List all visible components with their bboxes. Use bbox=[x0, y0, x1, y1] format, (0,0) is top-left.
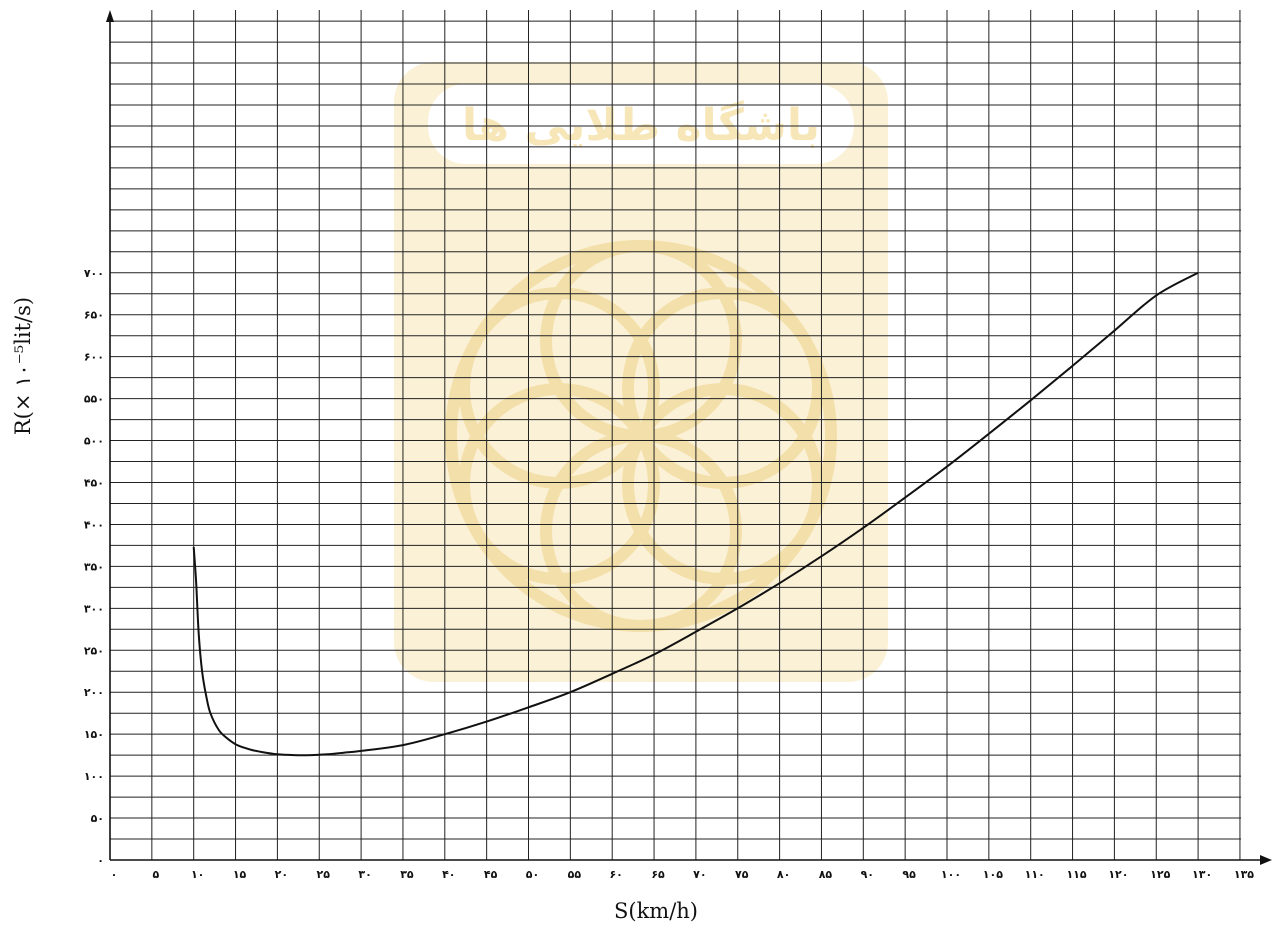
x-tick-label: ۱۵ bbox=[233, 868, 247, 881]
x-tick-label: ۷۵ bbox=[735, 868, 749, 881]
x-tick-label: ۶۵ bbox=[651, 868, 665, 881]
y-tick-labels: ۰ ۵۰ ۱۰۰ ۱۵۰ ۲۰۰ ۲۵۰ ۳۰۰ ۳۵۰ ۴۰۰ ۴۵۰ ۵۰۰ ۵۵۰ ۶۰۰ ۶۵۰ ۷… bbox=[84, 267, 104, 867]
x-tick-label: ۹۰ bbox=[861, 868, 874, 881]
y-tick-label: ۰ bbox=[97, 854, 104, 867]
x-tick-label: ۱۱۰ bbox=[1025, 868, 1045, 881]
x-tick-label: ۶۰ bbox=[609, 868, 622, 881]
x-tick-label: ۱۰۰ bbox=[941, 868, 961, 881]
x-tick-label: ۱۳۵ bbox=[1234, 868, 1254, 881]
x-tick-label: ۲۵ bbox=[317, 868, 331, 881]
x-tick-label: ۲۰ bbox=[275, 868, 288, 881]
x-tick-label: ۵ bbox=[152, 868, 159, 881]
x-tick-label: ۹۵ bbox=[902, 868, 916, 881]
x-tick-label: ۴۰ bbox=[442, 868, 455, 881]
x-axis-title: S(km/h) bbox=[614, 899, 698, 923]
x-tick-label: ۵۰ bbox=[526, 868, 539, 881]
axes bbox=[106, 10, 1272, 865]
x-tick-label: ۱۲۰ bbox=[1108, 868, 1128, 881]
y-tick-label: ۲۰۰ bbox=[84, 686, 104, 699]
x-tick-label: ۱۰ bbox=[191, 868, 204, 881]
x-axis-arrow-icon bbox=[1260, 855, 1272, 865]
series-group bbox=[192, 271, 1199, 757]
y-tick-label: ۲۵۰ bbox=[84, 644, 104, 657]
x-tick-label: ۱۳۰ bbox=[1192, 868, 1212, 881]
grid bbox=[110, 10, 1241, 860]
y-tick-label: ۴۰۰ bbox=[84, 518, 104, 531]
x-tick-label: ۱۲۵ bbox=[1150, 868, 1170, 881]
y-tick-label: ۵۰۰ bbox=[84, 435, 104, 448]
y-tick-label: ۴۵۰ bbox=[84, 476, 104, 489]
x-tick-label: ۰ bbox=[111, 868, 118, 881]
y-axis-title: R(× ۱۰⁻⁵lit/s) bbox=[11, 297, 35, 435]
y-tick-label: ۳۵۰ bbox=[84, 560, 104, 573]
x-tick-label: ۱۰۵ bbox=[983, 868, 1003, 881]
y-tick-label: ۵۵۰ bbox=[84, 393, 104, 406]
x-tick-label: ۸۰ bbox=[777, 868, 790, 881]
y-tick-label: ۵۰ bbox=[91, 812, 104, 825]
x-tick-label: ۳۰ bbox=[358, 868, 371, 881]
x-tick-label: ۸۵ bbox=[819, 868, 833, 881]
y-tick-label: ۶۵۰ bbox=[84, 309, 104, 322]
x-tick-label: ۷۰ bbox=[693, 868, 706, 881]
x-tick-label: ۱۱۵ bbox=[1066, 868, 1086, 881]
y-tick-label: ۱۵۰ bbox=[84, 728, 104, 741]
y-axis-arrow-icon bbox=[106, 10, 114, 22]
x-tick-label: ۴۵ bbox=[484, 868, 498, 881]
y-tick-label: ۱۰۰ bbox=[84, 770, 104, 783]
x-tick-label: ۳۵ bbox=[400, 868, 414, 881]
y-tick-label: ۳۰۰ bbox=[84, 602, 104, 615]
series-line bbox=[192, 271, 1199, 757]
y-tick-label: ۷۰۰ bbox=[84, 267, 104, 280]
y-tick-label: ۶۰۰ bbox=[84, 351, 104, 364]
x-tick-label: ۵۵ bbox=[568, 868, 582, 881]
x-tick-labels: ۰ ۵ ۱۰ ۱۵ ۲۰ ۲۵ ۳۰ ۳۵ ۴۰ ۴۵ ۵۰ ۵۵ ۶۰ ۶۵ ۷۰ ۷۵ ۸۰ ۸۵ ۹۰ ۹۵ ۱۰… bbox=[111, 868, 1255, 881]
